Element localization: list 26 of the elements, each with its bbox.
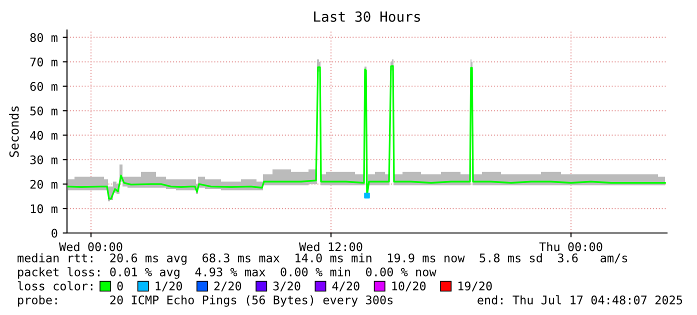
legend-label: 10/20: [392, 282, 426, 292]
text: packet loss: 0.01 % avg 4.93 % max 0.00 % min 0.00 % now: [18, 267, 436, 279]
legend-label: 19/20: [458, 282, 492, 292]
x-tick-label: Wed 00:00: [59, 242, 122, 252]
text: median rtt: 20.6 ms avg 68.3 ms max 14.0 ms min 19.9 ms now 5.8 ms sd 3.6 am/s: [18, 253, 628, 265]
y-tick-label: 50 m: [30, 106, 58, 116]
x-tick-label: Wed 12:00: [299, 242, 362, 252]
y-axis-title: Seconds: [9, 106, 19, 157]
legend-label: 2/20: [214, 282, 242, 292]
legend-title: loss color:: [18, 281, 92, 290]
x-tick-label: Thu 00:00: [539, 242, 602, 252]
y-tick-label: 20 m: [30, 180, 58, 189]
text: probe: 20 ICMP Echo Pings (56 Bytes) every 300s: [18, 295, 393, 307]
y-tick-label: 10 m: [30, 204, 58, 214]
y-tick-label: 40 m: [30, 130, 58, 140]
legend-label: 3/20: [273, 282, 300, 292]
y-tick-label: 0: [52, 228, 58, 238]
y-tick-label: 70 m: [30, 58, 58, 66]
chart-title: Last 30 Hours: [314, 11, 420, 22]
legend-label: 0: [117, 282, 123, 290]
legend-label: 4/20: [332, 282, 360, 292]
legend-label: 1/20: [156, 282, 182, 292]
y-tick-label: 30 m: [30, 155, 58, 164]
y-tick-label: 80 m: [30, 33, 58, 42]
text: end: Thu Jul 17 04:48:07 2025: [478, 295, 682, 304]
y-tick-label: 60 m: [30, 82, 58, 91]
